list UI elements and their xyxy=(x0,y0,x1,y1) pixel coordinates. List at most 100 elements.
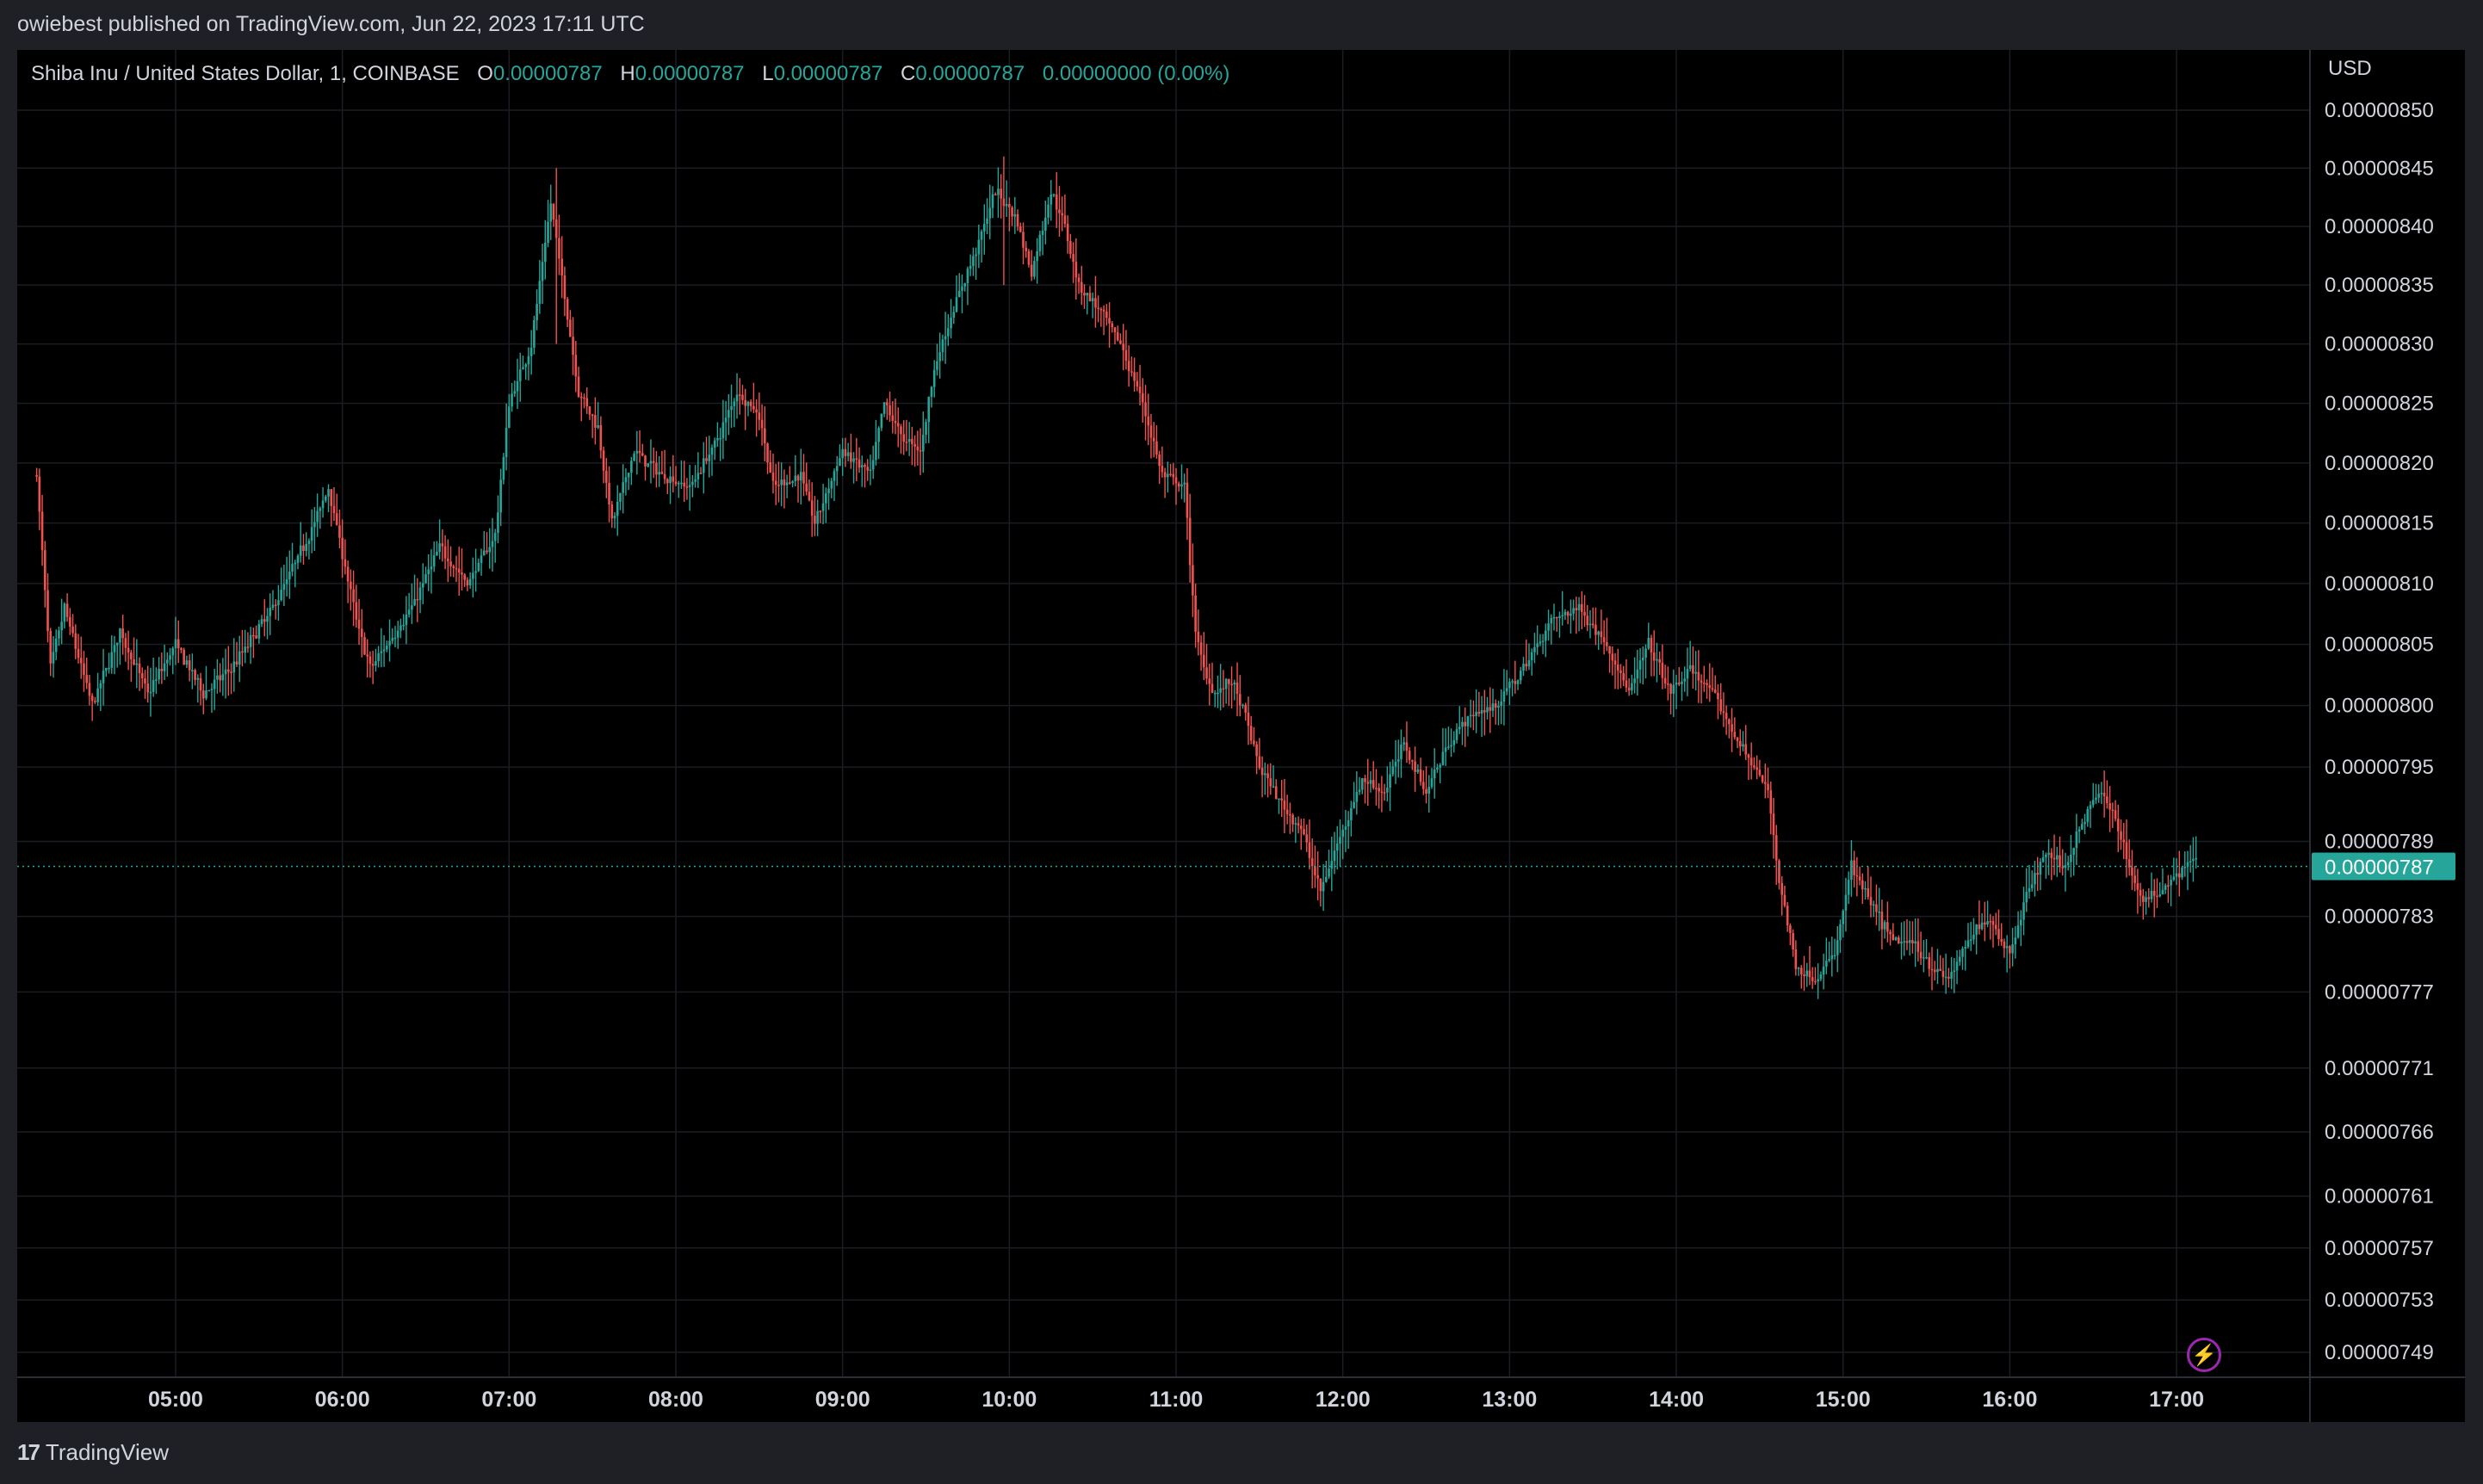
candle-body xyxy=(1875,904,1878,912)
candle-body xyxy=(1566,611,1570,616)
candle-body xyxy=(549,203,553,222)
candle-body xyxy=(1058,209,1061,213)
candle-body xyxy=(1108,318,1111,324)
candle-body xyxy=(1222,688,1225,690)
candle-body xyxy=(866,467,870,471)
candle-body xyxy=(902,434,905,442)
candle-body xyxy=(1335,843,1339,851)
candle-body xyxy=(1105,311,1108,318)
candle-body xyxy=(574,355,578,377)
candle-body xyxy=(1697,671,1700,681)
candle-body xyxy=(1308,842,1311,858)
candle-body xyxy=(411,605,413,610)
candle-body xyxy=(1900,942,1903,944)
candle-body xyxy=(1502,691,1506,702)
candle-body xyxy=(277,600,280,606)
candle-body xyxy=(144,678,146,684)
candle-body xyxy=(886,402,889,405)
candle-body xyxy=(110,652,114,668)
candle-body xyxy=(1978,924,1981,930)
candle-body xyxy=(1644,648,1647,659)
candle-body xyxy=(449,561,452,566)
candle-body xyxy=(360,628,363,638)
candle-body xyxy=(1283,800,1286,810)
x-tick-label: 07:00 xyxy=(481,1388,536,1412)
candle-body xyxy=(1213,692,1217,695)
candle-body xyxy=(108,667,110,670)
candle-body xyxy=(988,207,992,219)
candle-body xyxy=(1163,472,1167,478)
candle-body xyxy=(2028,887,2031,893)
candle-body xyxy=(2066,862,2070,866)
candle-body xyxy=(613,516,616,519)
candle-body xyxy=(1002,198,1006,207)
candle-body xyxy=(418,587,422,601)
candle-body xyxy=(1966,940,1970,948)
candle-body xyxy=(1836,940,1839,955)
currency-label[interactable]: USD xyxy=(2328,57,2372,80)
y-tick-label: 0.00000810 xyxy=(2325,572,2434,596)
candle-body xyxy=(255,635,257,639)
candle-body xyxy=(1408,751,1411,760)
candle-body xyxy=(452,566,455,568)
candle-body xyxy=(1008,203,1011,207)
y-tick-label: 0.00000800 xyxy=(2325,695,2434,718)
candle-body xyxy=(40,511,44,551)
candle-body xyxy=(1019,226,1022,232)
candle-body xyxy=(2022,902,2025,920)
candle-body xyxy=(83,663,85,676)
candle-body xyxy=(221,674,225,681)
candle-body xyxy=(805,483,808,492)
candle-body xyxy=(1514,681,1517,684)
chart-pane[interactable] xyxy=(17,50,2465,1422)
candle-body xyxy=(1260,767,1264,776)
candle-body xyxy=(799,472,802,481)
candle-body xyxy=(1947,976,1950,979)
candle-body xyxy=(1989,921,1992,923)
candle-body xyxy=(1027,250,1031,265)
candle-body xyxy=(1180,484,1183,487)
candle-body xyxy=(104,667,108,671)
candle-body xyxy=(1124,349,1128,362)
candle-body xyxy=(1422,782,1425,789)
y-tick-label: 0.00000840 xyxy=(2325,215,2434,238)
candle-body xyxy=(2025,892,2028,903)
candle-body xyxy=(176,639,180,649)
candle-body xyxy=(1819,974,1823,980)
candle-body xyxy=(941,339,944,353)
price-chart[interactable]: 0.00000850 0.00000845 0.00000840 0.00000835… xyxy=(0,0,2483,1429)
y-tick-label: 0.00000777 xyxy=(2325,980,2434,1004)
candle-body xyxy=(1658,659,1661,663)
candle-body xyxy=(296,555,300,563)
candle-body xyxy=(1969,939,1972,941)
x-tick-label: 15:00 xyxy=(1816,1388,1871,1412)
candle-body xyxy=(2172,876,2176,880)
tradingview-footer[interactable]: 17 TradingView xyxy=(17,1439,169,1466)
candle-body xyxy=(1077,277,1081,282)
candle-body xyxy=(2177,873,2181,878)
candle-body xyxy=(1380,791,1384,793)
candle-body xyxy=(249,634,252,647)
candle-body xyxy=(880,413,883,429)
candle-body xyxy=(307,541,311,544)
candle-body xyxy=(1083,293,1086,296)
candle-body xyxy=(1872,904,1875,906)
candle-body xyxy=(1247,712,1250,727)
candle-body xyxy=(1235,682,1239,695)
candle-body xyxy=(2102,792,2106,797)
candle-body xyxy=(518,369,522,381)
candle-body xyxy=(930,386,933,398)
candle-body xyxy=(2005,946,2009,949)
candle-body xyxy=(994,194,997,196)
candle-body xyxy=(2158,894,2161,897)
candle-body xyxy=(896,423,900,427)
candle-body xyxy=(533,320,536,348)
candle-body xyxy=(2039,862,2042,875)
candle-body xyxy=(1433,770,1436,779)
candle-body xyxy=(741,394,744,400)
candle-body xyxy=(2195,857,2197,860)
candle-body xyxy=(1878,912,1880,913)
candle-body xyxy=(54,638,58,652)
lightning-icon[interactable]: ⚡ xyxy=(2187,1338,2221,1372)
y-tick-label: 0.00000761 xyxy=(2325,1185,2434,1209)
